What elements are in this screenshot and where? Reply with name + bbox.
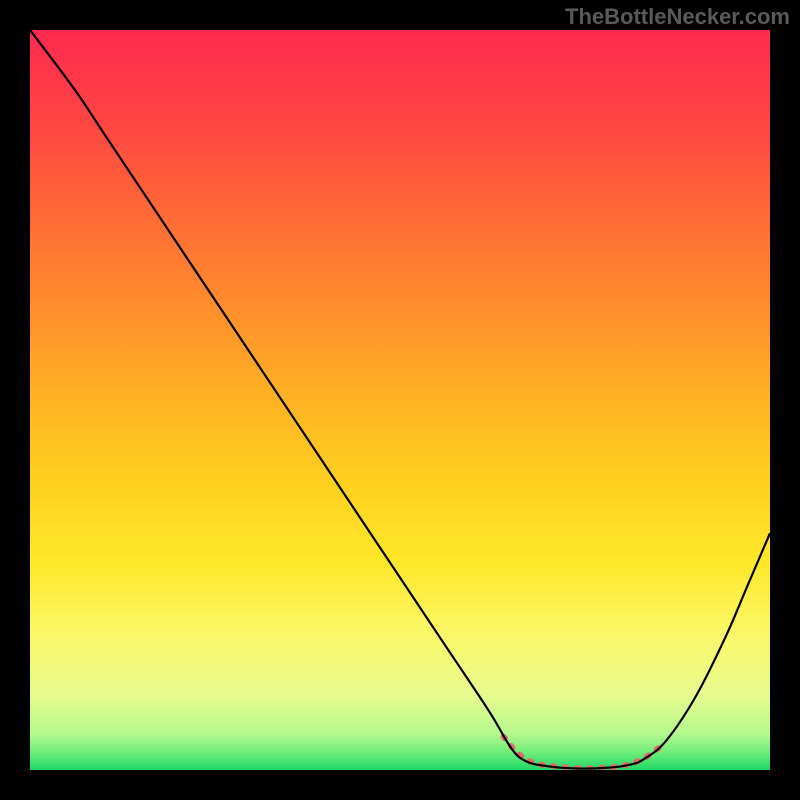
gradient-curve-chart [30, 30, 770, 770]
gradient-background [30, 30, 770, 770]
chart-container [30, 30, 770, 770]
watermark-text: TheBottleNecker.com [565, 4, 790, 30]
